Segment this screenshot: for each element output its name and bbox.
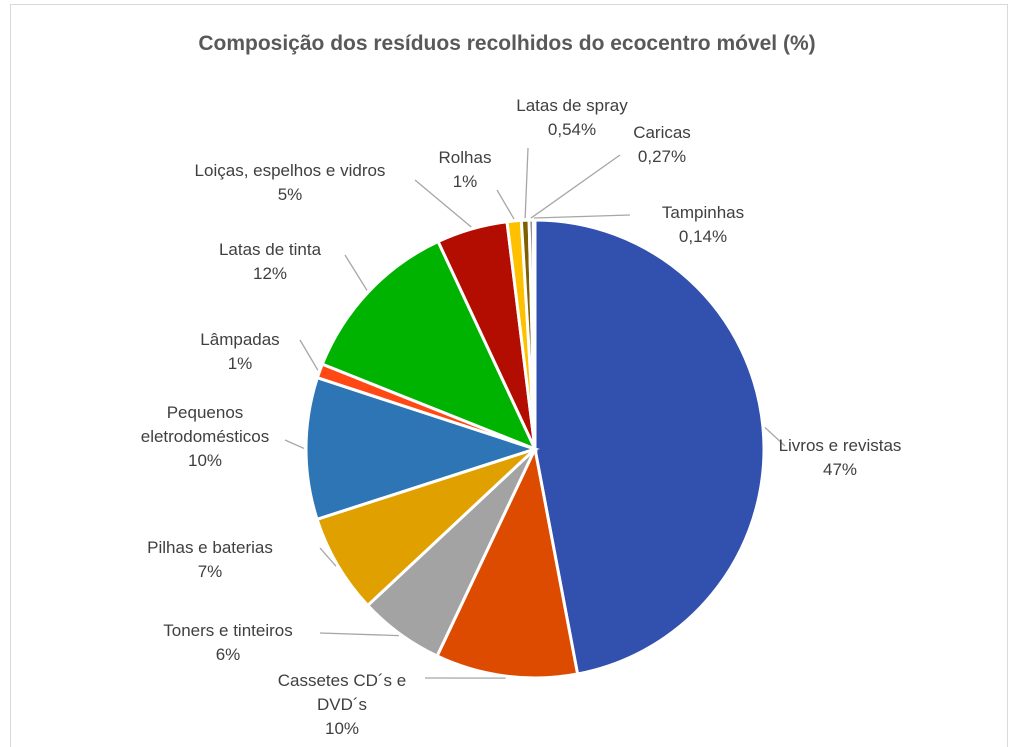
slice-value: 1%	[452, 172, 478, 191]
slice-category: Livros e revistas	[778, 436, 902, 455]
slice-value: 0,54%	[547, 120, 597, 139]
slice-value: 12%	[252, 264, 288, 283]
slice-value: 47%	[822, 460, 858, 479]
pie-slice	[320, 239, 538, 452]
data-label: Lâmpadas 1%	[180, 328, 300, 376]
data-label: Pequenos eletrodomésticos 10%	[120, 401, 290, 473]
slice-value: 10%	[187, 451, 223, 470]
leader-line	[284, 439, 305, 450]
leader-line	[524, 147, 529, 219]
leader-line	[299, 339, 319, 371]
data-label: Toners e tinteiros 6%	[128, 619, 328, 667]
leader-line	[530, 154, 621, 219]
leader-line	[319, 632, 399, 637]
data-label: Livros e revistas 47%	[750, 434, 930, 482]
pie-slice	[435, 444, 580, 680]
slice-category: Latas de tinta	[218, 240, 322, 259]
chart-title: Composição dos resíduos recolhidos do ec…	[198, 32, 816, 55]
data-label: Latas de tinta 12%	[190, 238, 350, 286]
slice-category: Cassetes CD´s e DVD´s	[277, 671, 407, 714]
pie-slice	[533, 218, 766, 676]
slice-value: 1%	[227, 354, 253, 373]
leader-line	[533, 214, 631, 219]
slice-category: Pilhas e baterias	[147, 538, 273, 557]
data-label: Tampinhas 0,14%	[643, 201, 763, 249]
slice-category: Loiças, espelhos e vidros	[194, 161, 386, 180]
slice-category: Pequenos eletrodomésticos	[140, 403, 270, 446]
leader-line	[414, 179, 472, 228]
data-label: Caricas 0,27%	[612, 121, 712, 169]
data-label: Pilhas e baterias 7%	[110, 536, 310, 584]
slice-category: Caricas	[633, 123, 691, 142]
slice-value: 6%	[215, 645, 241, 664]
data-label: Cassetes CD´s e DVD´s 10%	[267, 669, 417, 741]
chart-frame	[10, 4, 1008, 747]
pie-slice	[304, 375, 540, 522]
leader-line	[496, 189, 515, 220]
slice-category: Latas de spray	[516, 96, 628, 115]
leader-line	[764, 426, 786, 447]
slice-category: Toners e tinteiros	[163, 621, 293, 640]
leader-line	[319, 547, 337, 567]
slice-category: Rolhas	[438, 148, 492, 167]
leader-line	[344, 254, 368, 291]
slice-value: 0,14%	[678, 227, 728, 246]
slice-value: 5%	[277, 185, 303, 204]
pie-slice	[531, 218, 537, 450]
data-label: Rolhas 1%	[425, 146, 505, 194]
slice-value: 0,27%	[637, 147, 687, 166]
data-label: Loiças, espelhos e vidros 5%	[160, 159, 420, 207]
data-label: Latas de spray 0,54%	[492, 94, 652, 142]
slice-category: Lâmpadas	[200, 330, 280, 349]
slice-value: 10%	[324, 719, 360, 738]
slice-category: Tampinhas	[661, 203, 745, 222]
slice-value: 7%	[197, 562, 223, 581]
